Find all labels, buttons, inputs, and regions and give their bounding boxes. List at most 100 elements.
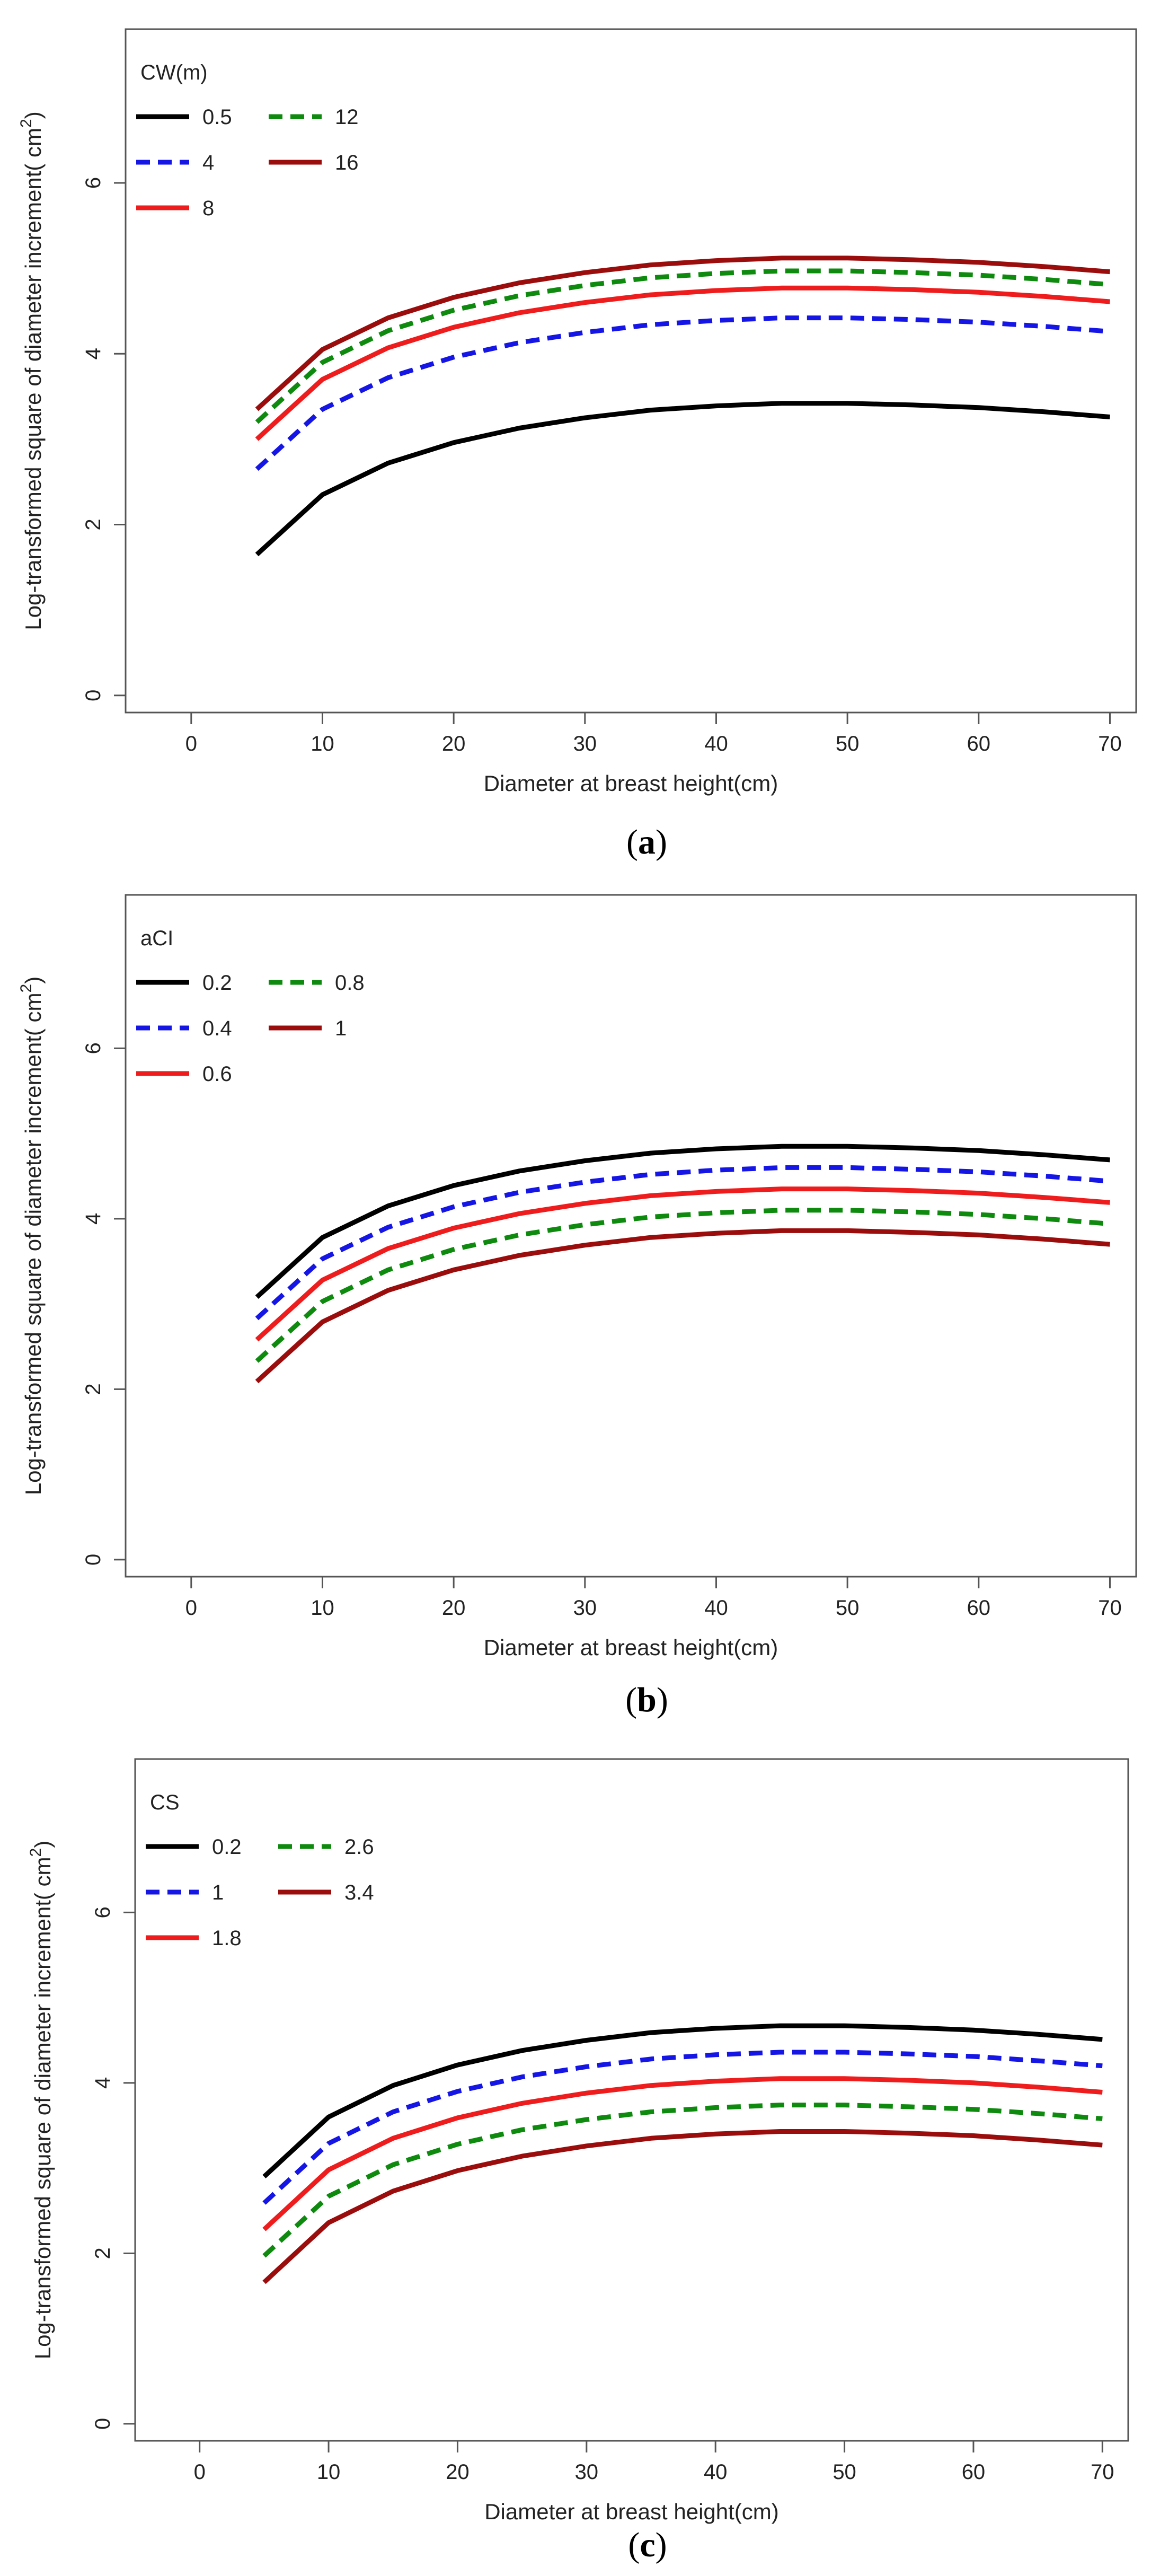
legend-entry-label: 0.5 xyxy=(202,105,232,129)
legend-entry-label: 1 xyxy=(335,1017,347,1040)
legend-entry-label: 3.4 xyxy=(344,1881,374,1904)
caption-open-paren: ( xyxy=(626,823,638,861)
x-tick-label: 10 xyxy=(317,2460,341,2484)
x-tick-label: 60 xyxy=(967,732,991,755)
x-tick-label: 70 xyxy=(1098,1596,1122,1620)
legend-entry-label: 0.2 xyxy=(212,1835,242,1859)
y-axis-title-superscript: 2 xyxy=(17,984,35,993)
y-tick-label: 2 xyxy=(91,2247,114,2259)
y-tick-label: 6 xyxy=(82,1042,105,1054)
series-line-c-2 xyxy=(262,2076,1103,2231)
x-axis-title: Diameter at breast height(cm) xyxy=(484,2499,779,2524)
y-tick-label: 4 xyxy=(82,1213,105,1225)
panel-caption: (b) xyxy=(625,1681,668,1719)
legend-entry-label: 16 xyxy=(335,151,359,174)
x-tick-label: 60 xyxy=(967,1596,991,1620)
y-axis-title-close: ) xyxy=(21,977,46,984)
legend-entry-label: 4 xyxy=(202,151,214,174)
panel-caption: (a) xyxy=(626,823,667,861)
y-axis-title-superscript: 2 xyxy=(27,1848,45,1857)
caption-close-paren: ) xyxy=(657,1681,668,1719)
x-tick-label: 70 xyxy=(1098,732,1122,755)
series-line-c-1 xyxy=(262,2050,1103,2205)
series-line-b-0 xyxy=(255,1144,1110,1299)
y-axis-title-close: ) xyxy=(21,111,46,119)
x-tick-label: 0 xyxy=(194,2460,206,2484)
x-tick-label: 50 xyxy=(833,2460,856,2484)
series-line-c-3 xyxy=(262,2103,1103,2258)
legend-entry-label: 0.8 xyxy=(335,971,365,995)
chart-panel-c: 0 10 20 30 40 50 60 70 0 2 4 6 Diameter at breast he… xyxy=(27,1758,1129,2564)
x-tick-label: 10 xyxy=(311,732,334,755)
y-tick-label: 0 xyxy=(82,1554,105,1566)
legend-entry-label: 1 xyxy=(212,1881,224,1904)
plot-frame xyxy=(134,1758,1129,2442)
series-line-b-1 xyxy=(255,1165,1110,1321)
x-tick-label: 70 xyxy=(1091,2460,1114,2484)
series-line-a-4 xyxy=(255,256,1110,411)
x-tick-label: 50 xyxy=(836,732,860,755)
caption-letter: a xyxy=(638,823,656,861)
caption-close-paren: ) xyxy=(656,823,667,861)
x-tick-label: 20 xyxy=(442,1596,466,1620)
y-tick-label: 6 xyxy=(82,177,105,189)
x-tick-label: 40 xyxy=(704,2460,728,2484)
plot-frame xyxy=(125,28,1137,714)
x-axis-title: Diameter at breast height(cm) xyxy=(484,1635,778,1660)
legend-entry-label: 0.4 xyxy=(202,1017,232,1040)
y-tick-label: 4 xyxy=(82,348,105,359)
legend-entry-label: 8 xyxy=(202,197,214,220)
y-tick-label: 2 xyxy=(82,518,105,530)
legend-entry-label: 1.8 xyxy=(212,1927,242,1950)
y-axis-title-main: Log-transformed square of diameter incre… xyxy=(21,992,46,1495)
x-tick-label: 30 xyxy=(573,1596,597,1620)
series-line-a-2 xyxy=(255,285,1110,441)
series-line-c-0 xyxy=(262,2023,1103,2179)
caption-letter: c xyxy=(640,2526,655,2564)
y-tick-label: 0 xyxy=(91,2418,114,2430)
y-axis-title-main: Log-transformed square of diameter incre… xyxy=(21,128,46,630)
x-tick-label: 30 xyxy=(575,2460,599,2484)
x-tick-label: 50 xyxy=(836,1596,860,1620)
x-axis-title: Diameter at breast height(cm) xyxy=(484,771,778,796)
y-tick-label: 6 xyxy=(91,1906,114,1918)
y-tick-label: 0 xyxy=(82,690,105,701)
y-tick-label: 2 xyxy=(82,1383,105,1395)
x-tick-label: 0 xyxy=(185,732,197,755)
y-tick-label: 4 xyxy=(91,2077,114,2089)
legend-title: aCI xyxy=(140,927,173,950)
y-axis-title: Log-transformed square of diameter incre… xyxy=(17,111,46,630)
series-line-c-4 xyxy=(262,2129,1103,2284)
y-axis-title-superscript: 2 xyxy=(17,119,35,128)
legend-title: CW(m) xyxy=(140,61,208,84)
x-tick-label: 20 xyxy=(442,732,466,755)
x-tick-label: 60 xyxy=(962,2460,986,2484)
series-line-a-1 xyxy=(255,315,1110,471)
y-axis-title-close: ) xyxy=(30,1841,55,1848)
caption-close-paren: ) xyxy=(656,2526,667,2564)
legend-entry-label: 0.2 xyxy=(202,971,232,995)
panel-caption: (c) xyxy=(628,2526,667,2564)
x-tick-label: 40 xyxy=(704,1596,728,1620)
caption-open-paren: ( xyxy=(628,2526,640,2564)
chart-panel-b: 0 10 20 30 40 50 60 70 0 2 4 6 Diameter at breast he… xyxy=(17,894,1137,1719)
legend-entry-label: 0.6 xyxy=(202,1062,232,1086)
series-line-b-2 xyxy=(255,1186,1110,1342)
x-tick-label: 0 xyxy=(185,1596,197,1620)
x-tick-label: 40 xyxy=(704,732,728,755)
legend-entry-label: 2.6 xyxy=(344,1835,374,1859)
y-axis-title: Log-transformed square of diameter incre… xyxy=(27,1841,55,2359)
legend-entry-label: 12 xyxy=(335,105,359,129)
y-axis-title: Log-transformed square of diameter incre… xyxy=(17,977,46,1495)
x-tick-label: 30 xyxy=(573,732,597,755)
y-axis-title-main: Log-transformed square of diameter incre… xyxy=(30,1857,55,2359)
legend-title: CS xyxy=(150,1791,180,1814)
series-line-b-3 xyxy=(255,1208,1110,1363)
caption-letter: b xyxy=(637,1681,657,1719)
plot-frame xyxy=(125,894,1137,1578)
caption-open-paren: ( xyxy=(625,1681,637,1719)
x-tick-label: 10 xyxy=(311,1596,334,1620)
series-line-b-4 xyxy=(255,1228,1110,1384)
chart-panel-a: 0 10 20 30 40 50 60 70 0 2 4 6 Diameter at breast he… xyxy=(17,28,1137,861)
